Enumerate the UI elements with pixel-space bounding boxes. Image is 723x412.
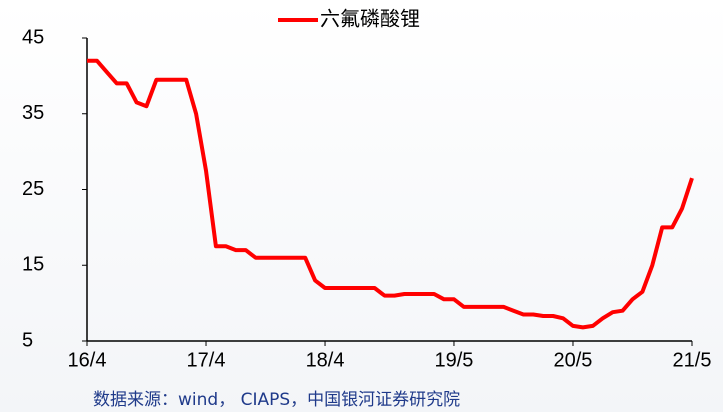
y-tick-label: 15 — [22, 254, 44, 276]
x-tick-label: 17/4 — [187, 349, 226, 371]
x-tick-label: 19/5 — [434, 349, 473, 371]
source-note: 数据来源：wind， CIAPS，中国银河证券研究院 — [93, 390, 460, 410]
x-tick-label: 16/4 — [68, 349, 107, 371]
x-tick-label: 20/5 — [554, 349, 593, 371]
y-tick-label: 25 — [22, 178, 44, 200]
data-line — [87, 58, 694, 330]
y-tick-label: 5 — [22, 329, 33, 351]
y-tick-label: 45 — [22, 26, 44, 48]
y-tick-label: 35 — [22, 102, 44, 124]
legend-label: 六氟磷酸锂 — [320, 7, 420, 31]
x-tick-label: 21/5 — [673, 349, 712, 371]
x-tick-label: 18/4 — [306, 349, 345, 371]
